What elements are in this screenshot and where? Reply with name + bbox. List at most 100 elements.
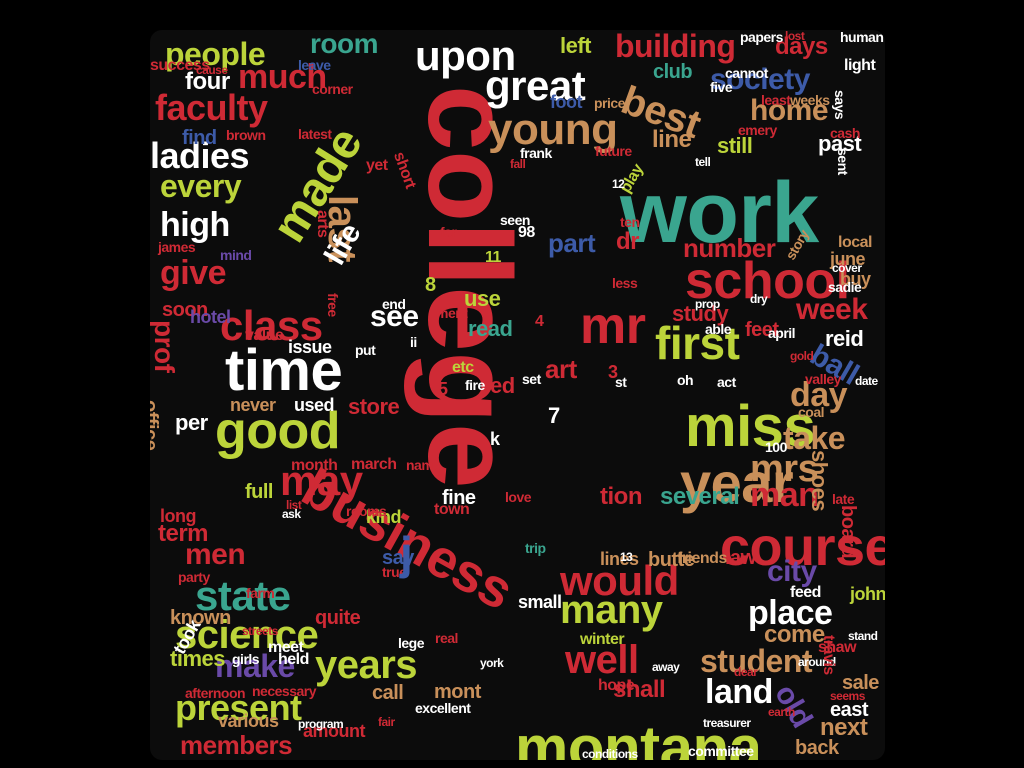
- word-miss: miss: [685, 394, 816, 459]
- word-well: well: [565, 638, 639, 682]
- word-butte: butte: [648, 549, 695, 571]
- word-mind: mind: [220, 247, 252, 263]
- word-science: science: [175, 613, 319, 657]
- word-meet: meet: [268, 639, 304, 656]
- word-cover: cover: [832, 261, 862, 275]
- word-find: find: [182, 127, 217, 149]
- word-buy: buy: [840, 269, 871, 289]
- word-days: days: [775, 33, 828, 60]
- word-part: part: [548, 228, 596, 258]
- word-love: love: [505, 489, 532, 505]
- word-call: call: [372, 682, 404, 704]
- word-travis: travis: [820, 635, 837, 675]
- word-work: work: [620, 165, 819, 261]
- word-faculty: faculty: [155, 87, 268, 128]
- word-leave: leave: [298, 57, 331, 73]
- word-fire: fire: [465, 377, 485, 393]
- word-april: april: [768, 325, 796, 341]
- word-oh: oh: [677, 372, 694, 388]
- word-home: home: [750, 94, 829, 127]
- word-farm: farm: [246, 585, 275, 601]
- word-gold: gold: [790, 349, 814, 363]
- word-week: week: [796, 293, 868, 326]
- word-sent: sent: [835, 148, 851, 175]
- word-left: left: [560, 33, 592, 58]
- word-fair: fair: [378, 715, 395, 729]
- word-john: john: [850, 584, 885, 604]
- word-friends: friends: [677, 550, 727, 567]
- word-past: past: [818, 131, 862, 156]
- word-see: see: [370, 300, 419, 333]
- word-give: give: [160, 254, 227, 292]
- word-great: great: [485, 62, 586, 109]
- word-seen: seen: [500, 212, 530, 228]
- word-act: act: [717, 374, 736, 390]
- word-brown: brown: [226, 127, 266, 143]
- word-people: people: [165, 36, 266, 72]
- word-per: per: [175, 410, 208, 435]
- word-st: st: [615, 374, 627, 390]
- word-trip: trip: [525, 540, 546, 556]
- word-13: 13: [620, 550, 633, 564]
- word-ii: ii: [410, 334, 417, 350]
- word-girls: girls: [232, 651, 260, 667]
- word-less: less: [612, 275, 638, 291]
- word-still: still: [717, 133, 753, 158]
- word-much: much: [238, 58, 327, 96]
- word-shall: shall: [613, 676, 666, 703]
- word-party: party: [178, 569, 210, 585]
- word-least: least: [761, 92, 791, 108]
- word-present: present: [175, 687, 302, 728]
- word-hope: hope: [598, 677, 635, 694]
- word-class: class: [220, 302, 323, 349]
- word-make: make: [215, 648, 295, 684]
- word-treasurer: treasurer: [703, 716, 751, 730]
- word-papers: papers: [740, 30, 783, 45]
- word-ed: ed: [490, 373, 515, 398]
- word-read: read: [468, 316, 513, 341]
- word-never: never: [230, 395, 276, 415]
- word-upon: upon: [415, 32, 516, 79]
- word-human: human: [840, 30, 884, 45]
- word-k: k: [490, 429, 500, 449]
- word-dr: dr: [616, 228, 640, 255]
- word-shoes: shoes: [807, 450, 832, 512]
- word-state: state: [195, 572, 291, 619]
- word-city: city: [767, 555, 817, 588]
- word-far: far: [440, 224, 457, 240]
- word-amount: amount: [303, 721, 366, 741]
- footer-strip: [0, 760, 1024, 768]
- word-cloud: college work montana miss year course school bu…: [150, 30, 885, 760]
- word-local: local: [838, 234, 872, 251]
- word-quite: quite: [315, 607, 361, 629]
- word-earth: earth: [768, 705, 795, 719]
- word-feet: feet: [745, 319, 779, 341]
- word-price: price: [594, 95, 625, 111]
- word-soon: soon: [162, 299, 208, 321]
- word-lost: lost: [785, 30, 805, 43]
- word-town: town: [434, 501, 470, 518]
- word-study: study: [672, 301, 729, 326]
- word-year: year: [680, 451, 794, 514]
- word-montana: montana: [515, 714, 762, 761]
- word-number: number: [683, 233, 776, 263]
- word-12: 12: [612, 177, 625, 191]
- word-young: young: [488, 105, 618, 154]
- word-kind: kind: [366, 507, 402, 527]
- word-five: five: [710, 79, 733, 95]
- word-list: list: [286, 498, 302, 512]
- word-office: office: [150, 400, 161, 451]
- word-board: board: [837, 505, 859, 559]
- word-high: high: [160, 206, 230, 244]
- word-true: true: [382, 564, 407, 580]
- word-mr: mr: [580, 297, 646, 355]
- word-held: held: [278, 651, 309, 668]
- word-100: 100: [765, 439, 787, 455]
- word-man: man: [750, 476, 819, 514]
- word-good: good: [215, 402, 341, 460]
- word-course: course: [720, 517, 885, 577]
- word-4: 4: [535, 313, 544, 330]
- word-lege: lege: [398, 635, 425, 651]
- word-around: around: [798, 655, 836, 669]
- word-winter: winter: [580, 631, 625, 648]
